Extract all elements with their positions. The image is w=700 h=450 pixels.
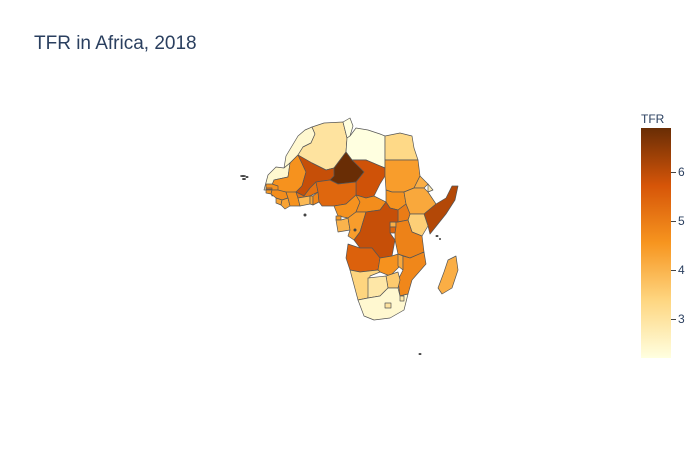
region-egypt[interactable]: Egypt: 3.3 [384, 132, 419, 161]
colorbar-tick-label: 3 [678, 312, 685, 326]
region-eswatini[interactable]: Eswatini: 2.9 [399, 295, 405, 302]
region-somalia[interactable]: Somalia: 6.1 [423, 185, 459, 235]
island-mark [240, 175, 246, 177]
colorbar [641, 128, 671, 358]
colorbar-tick [671, 270, 676, 271]
island-mark [418, 353, 422, 355]
region-tunisia[interactable]: Tunisia: 2.2 [342, 117, 354, 139]
region-mozambique[interactable]: Mozambique: 4.8 [397, 251, 427, 297]
colorbar-tick-label: 5 [678, 214, 685, 228]
island-mark [303, 213, 307, 217]
region-dr-congo[interactable]: DR Congo: 5.9 [353, 201, 399, 259]
region-equatorial-guinea[interactable]: Equatorial Guinea: 4.5 [335, 215, 342, 221]
chart-title: TFR in Africa, 2018 [34, 33, 197, 54]
island-mark [353, 228, 357, 232]
region-djibouti[interactable]: Djibouti: 2.8 [427, 183, 434, 193]
island-mark [242, 178, 246, 180]
region-togo[interactable]: Togo: 4.3 [309, 195, 314, 206]
region-ghana[interactable]: Ghana: 3.9 [297, 195, 311, 207]
region-lesotho[interactable]: Lesotho: 3 [384, 302, 392, 309]
colorbar-title: TFR [641, 112, 665, 126]
region-rwanda[interactable]: Rwanda: 4.1 [389, 221, 397, 228]
colorbar-tick-label: 4 [678, 263, 685, 277]
region-madagascar[interactable]: Madagascar: 4.1 [437, 255, 459, 295]
colorbar-tick [671, 172, 676, 173]
island-mark [435, 235, 439, 237]
region-gabon[interactable]: Gabon: 4 [335, 217, 351, 233]
colorbar-tick [671, 221, 676, 222]
colorbar-tick-label: 6 [678, 165, 685, 179]
island-mark [439, 238, 441, 240]
region-south-africa[interactable]: South Africa: 2.4 [357, 287, 409, 321]
island-mark [245, 176, 249, 178]
colorbar-tick [671, 319, 676, 320]
region-gambia[interactable]: Gambia: 5.2 [265, 187, 273, 190]
